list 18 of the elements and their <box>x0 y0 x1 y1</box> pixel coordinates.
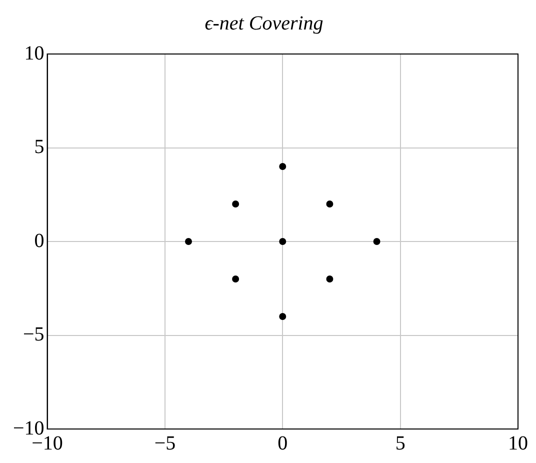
point <box>279 163 286 170</box>
x-tick-label: −5 <box>154 432 176 454</box>
y-tick-label: 0 <box>34 230 44 252</box>
y-tick-label: −5 <box>23 324 44 346</box>
x-tick-label: 0 <box>278 432 288 454</box>
y-tick-label: 5 <box>34 136 44 158</box>
point <box>373 238 380 245</box>
point <box>326 276 334 282</box>
point <box>279 238 286 245</box>
x-tick-label: 5 <box>395 432 406 454</box>
x-tick-label: 10 <box>508 432 528 454</box>
point <box>326 200 334 208</box>
y-tick-label: 10 <box>24 42 44 64</box>
chart-title: ϵ-net Covering <box>204 12 324 34</box>
point <box>232 200 240 208</box>
point <box>279 313 286 320</box>
point <box>232 276 240 282</box>
point <box>184 238 192 245</box>
